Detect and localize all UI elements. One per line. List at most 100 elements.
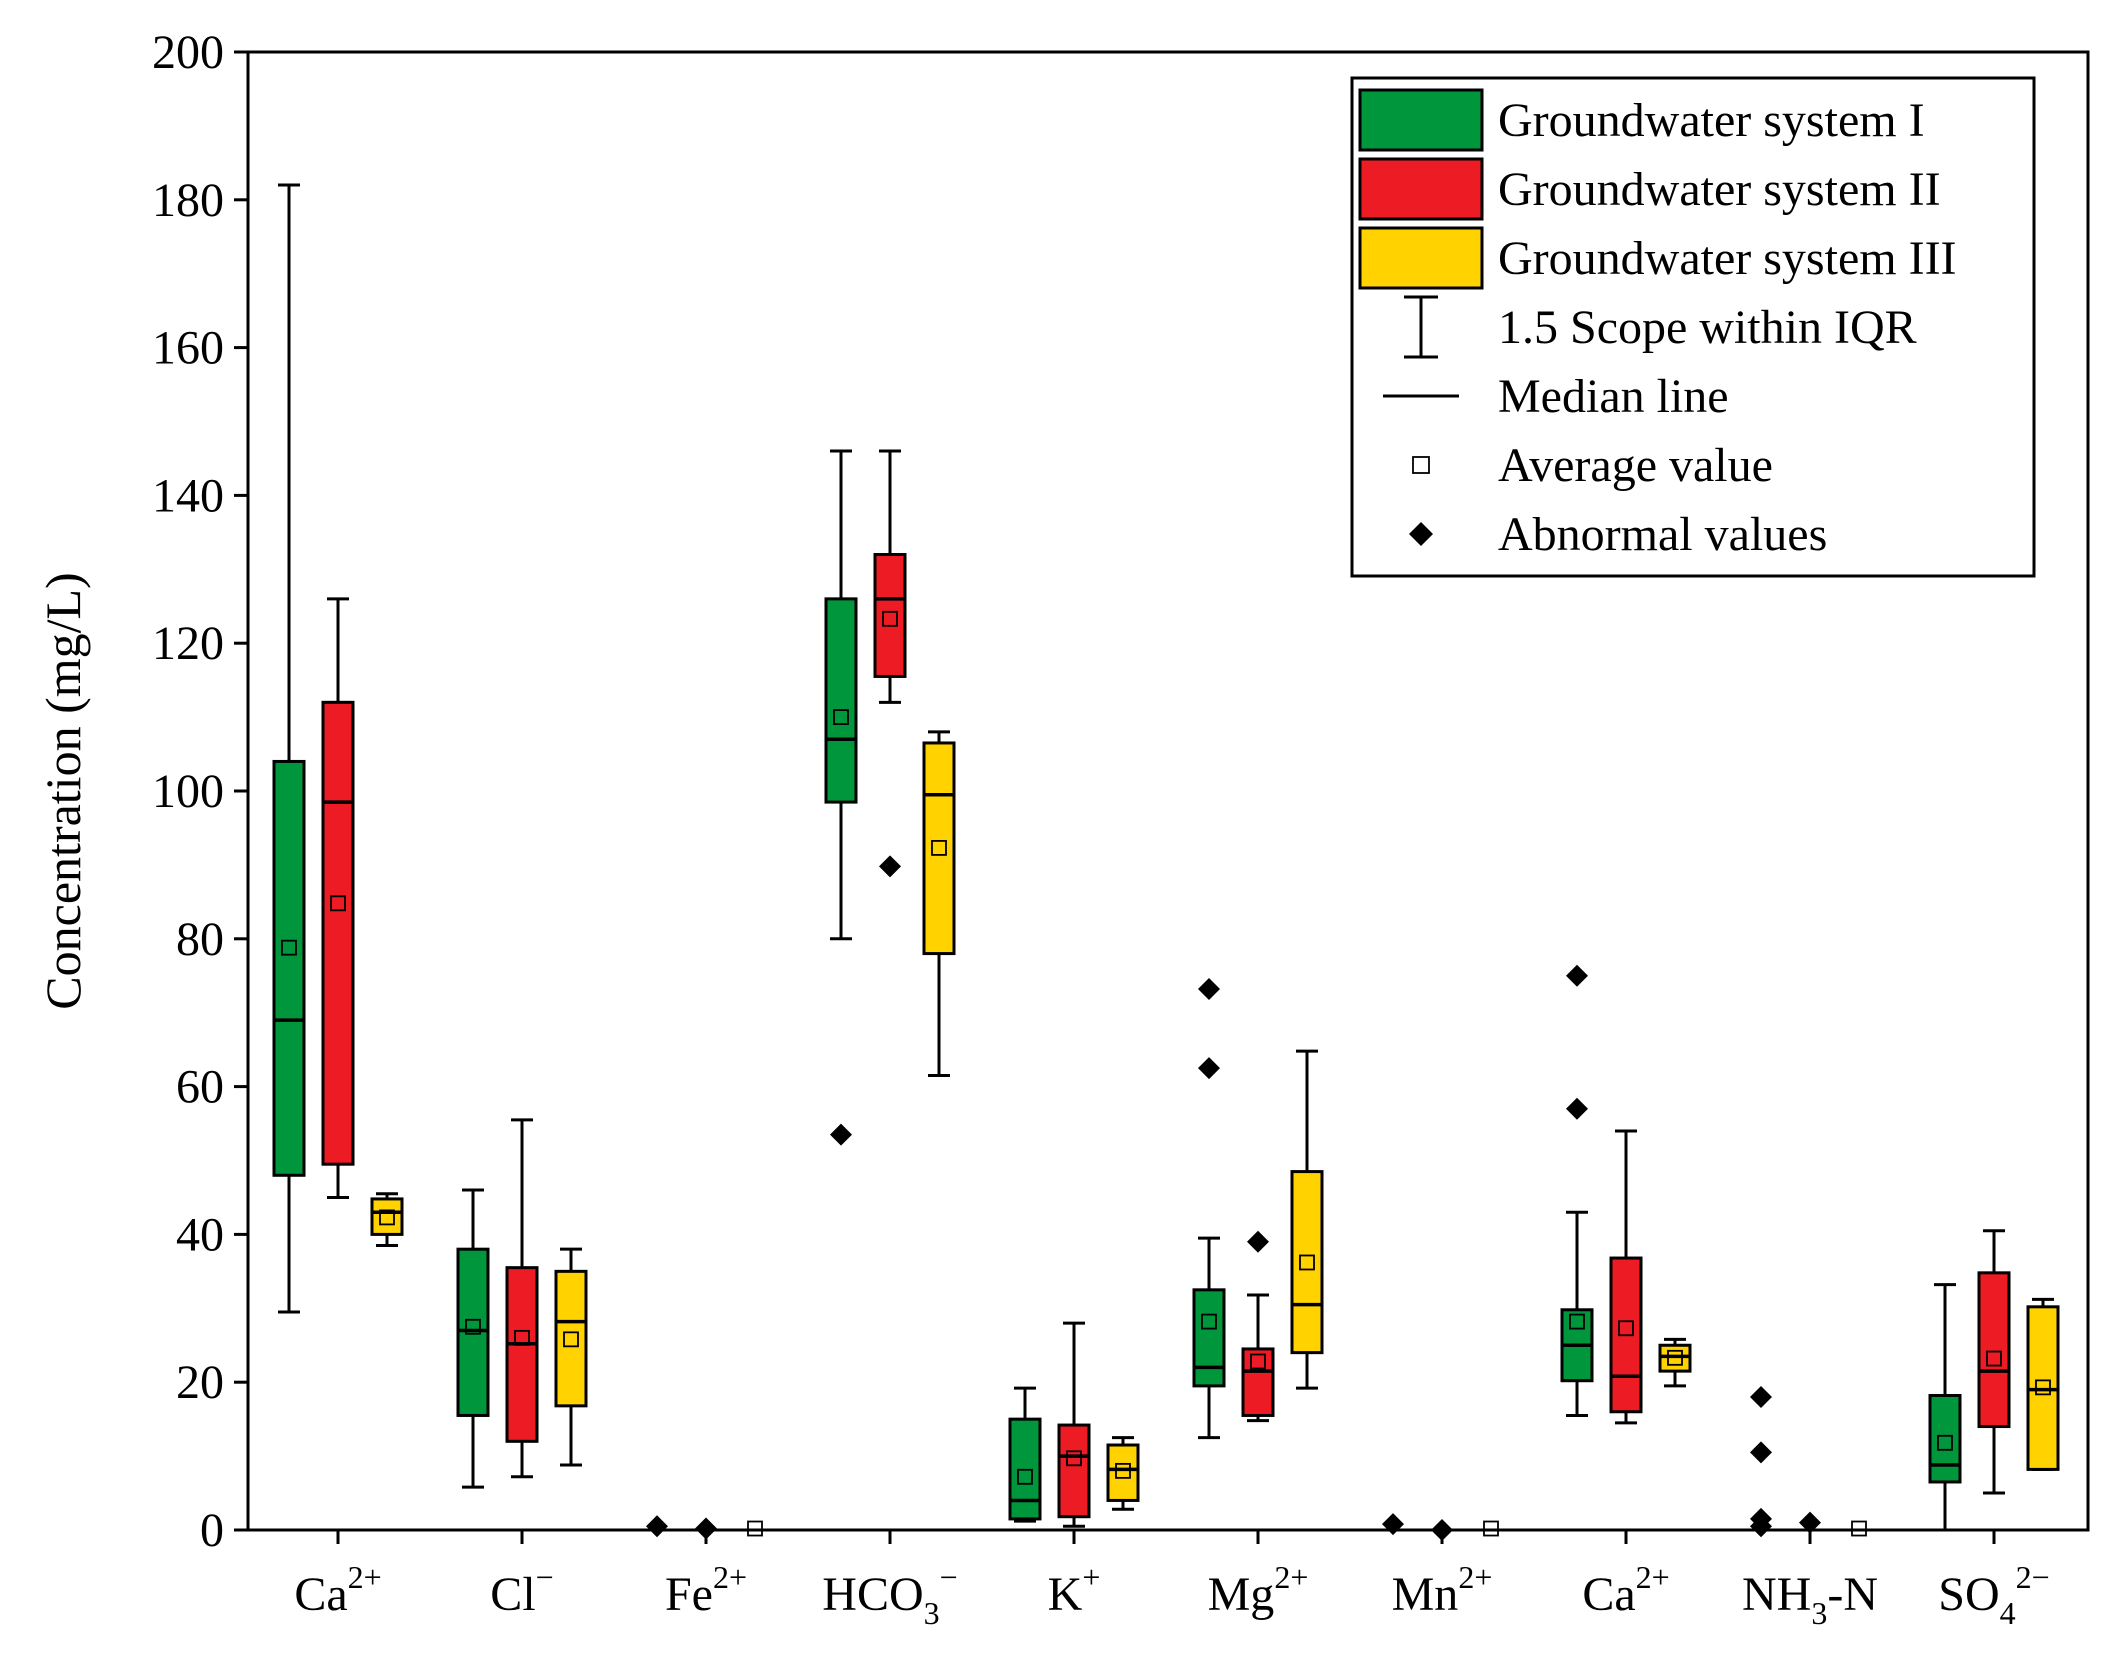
outlier-marker <box>1566 964 1588 987</box>
mean-marker <box>465 1318 481 1335</box>
legend-swatch <box>1358 226 1484 290</box>
mean-marker <box>1618 1320 1634 1337</box>
box-iqr <box>1290 1170 1324 1355</box>
box-iqr <box>1057 1423 1091 1519</box>
mean-marker <box>1667 1349 1683 1366</box>
box-1-series-0 <box>456 1188 490 1489</box>
legend-swatch <box>1358 157 1484 221</box>
x-tick-label: Ca2+ <box>1582 1559 1669 1621</box>
box-5-series-2 <box>1290 1049 1324 1390</box>
box-6-series-0 <box>1382 1513 1404 1536</box>
legend-label: Groundwater system III <box>1498 232 1957 285</box>
x-tick-label: Mg2+ <box>1208 1559 1309 1621</box>
box-3-series-1 <box>873 449 907 878</box>
box-iqr <box>272 759 306 1177</box>
box-iqr <box>505 1266 539 1443</box>
legend-label: 1.5 Scope within IQR <box>1498 301 1917 354</box>
x-tick-label: Cl− <box>490 1559 553 1621</box>
axes: 0 20 40 60 80 100 120 140 160 180 200 Concentration… <box>35 26 2090 1631</box>
mean-marker <box>563 1331 579 1348</box>
y-tick-label: 20 <box>176 1356 224 1409</box>
x-tick-label: Ca2+ <box>294 1559 381 1621</box>
box-5-series-1 <box>1241 1230 1275 1423</box>
box-iqr <box>370 1197 404 1236</box>
y-tick-label: 100 <box>152 765 224 818</box>
box-8-series-1 <box>1799 1511 1821 1534</box>
box-4-series-2 <box>1106 1436 1140 1511</box>
mean-marker <box>931 840 947 856</box>
box-iqr <box>1658 1343 1692 1373</box>
outlier-marker <box>879 855 901 878</box>
box-4-series-1 <box>1057 1321 1091 1528</box>
box-3-series-0 <box>824 449 858 1146</box>
outlier-marker <box>1750 1441 1772 1464</box>
box-7-series-2 <box>1658 1337 1692 1388</box>
box-7-series-1 <box>1609 1129 1643 1425</box>
legend-entry-mean: Average value <box>1412 439 1773 492</box>
y-tick-label: 40 <box>176 1208 224 1261</box>
legend-label: Groundwater system II <box>1498 163 1941 216</box>
x-tick-label: NH3-N <box>1742 1568 1878 1631</box>
mean-marker <box>833 709 849 725</box>
legend-entry-series1: Groundwater system II <box>1358 157 1941 221</box>
box-iqr <box>554 1269 588 1408</box>
outlier-marker <box>646 1515 668 1538</box>
box-2-series-0 <box>646 1515 668 1538</box>
outlier-marker <box>1750 1507 1772 1530</box>
box-iqr <box>824 597 858 804</box>
box-9-series-0 <box>1928 1283 1962 1532</box>
box-1-series-2 <box>554 1247 588 1467</box>
mean-marker <box>330 895 346 912</box>
outlier-marker <box>1198 1057 1220 1080</box>
plot-area <box>272 183 2060 1541</box>
box-iqr <box>1106 1443 1140 1502</box>
box-0-series-1 <box>321 597 355 1199</box>
legend-label: Groundwater system I <box>1498 94 1925 147</box>
mean-marker <box>1201 1313 1217 1330</box>
box-iqr <box>1241 1347 1275 1417</box>
box-4-series-0 <box>1008 1386 1042 1523</box>
box-iqr <box>1928 1394 1962 1484</box>
box-9-series-1 <box>1977 1229 2011 1495</box>
mean-marker <box>281 939 297 956</box>
x-tick-label: Mn2+ <box>1392 1559 1493 1621</box>
legend-label: Abnormal values <box>1498 508 1827 561</box>
box-1-series-1 <box>505 1118 539 1479</box>
box-5-series-0 <box>1192 978 1226 1440</box>
box-iqr <box>873 553 907 678</box>
mean-marker <box>1115 1462 1131 1479</box>
box-3-series-2 <box>922 730 956 1078</box>
legend-entry-series2: Groundwater system III <box>1358 226 1957 290</box>
box-iqr <box>922 741 956 956</box>
legend-swatch <box>1358 88 1484 152</box>
outlier-marker <box>1198 978 1220 1001</box>
mean-marker <box>1017 1468 1033 1485</box>
y-tick-label: 60 <box>176 1061 224 1114</box>
x-tick-label: Fe2+ <box>665 1559 747 1621</box>
mean-marker <box>2035 1379 2051 1396</box>
legend-outlier-icon <box>1409 522 1433 546</box>
legend: Groundwater system I Groundwater system I… <box>1350 76 2036 578</box>
x-tick-label: K+ <box>1048 1559 1101 1621</box>
box-iqr <box>1977 1271 2011 1429</box>
mean-marker <box>1937 1434 1953 1451</box>
mean-marker <box>1066 1450 1082 1467</box>
legend-entry-outlier: Abnormal values <box>1409 508 1827 561</box>
mean-marker <box>1250 1353 1266 1370</box>
y-tick-label: 140 <box>152 469 224 522</box>
box-0-series-2 <box>370 1192 404 1247</box>
mean-marker <box>1569 1313 1585 1330</box>
box-iqr <box>1192 1288 1226 1388</box>
outlier-marker <box>830 1123 852 1146</box>
mean-marker <box>514 1329 530 1346</box>
y-tick-label: 180 <box>152 174 224 227</box>
outlier-marker <box>1566 1097 1588 1120</box>
mean-marker <box>882 610 898 627</box>
outlier-marker <box>1247 1230 1269 1253</box>
y-tick-label: 200 <box>152 26 224 79</box>
outlier-marker <box>1799 1511 1821 1534</box>
x-tick-label: SO42− <box>1938 1559 2049 1631</box>
legend-entry-median: Median line <box>1383 370 1729 423</box>
legend-label: Median line <box>1498 370 1729 423</box>
